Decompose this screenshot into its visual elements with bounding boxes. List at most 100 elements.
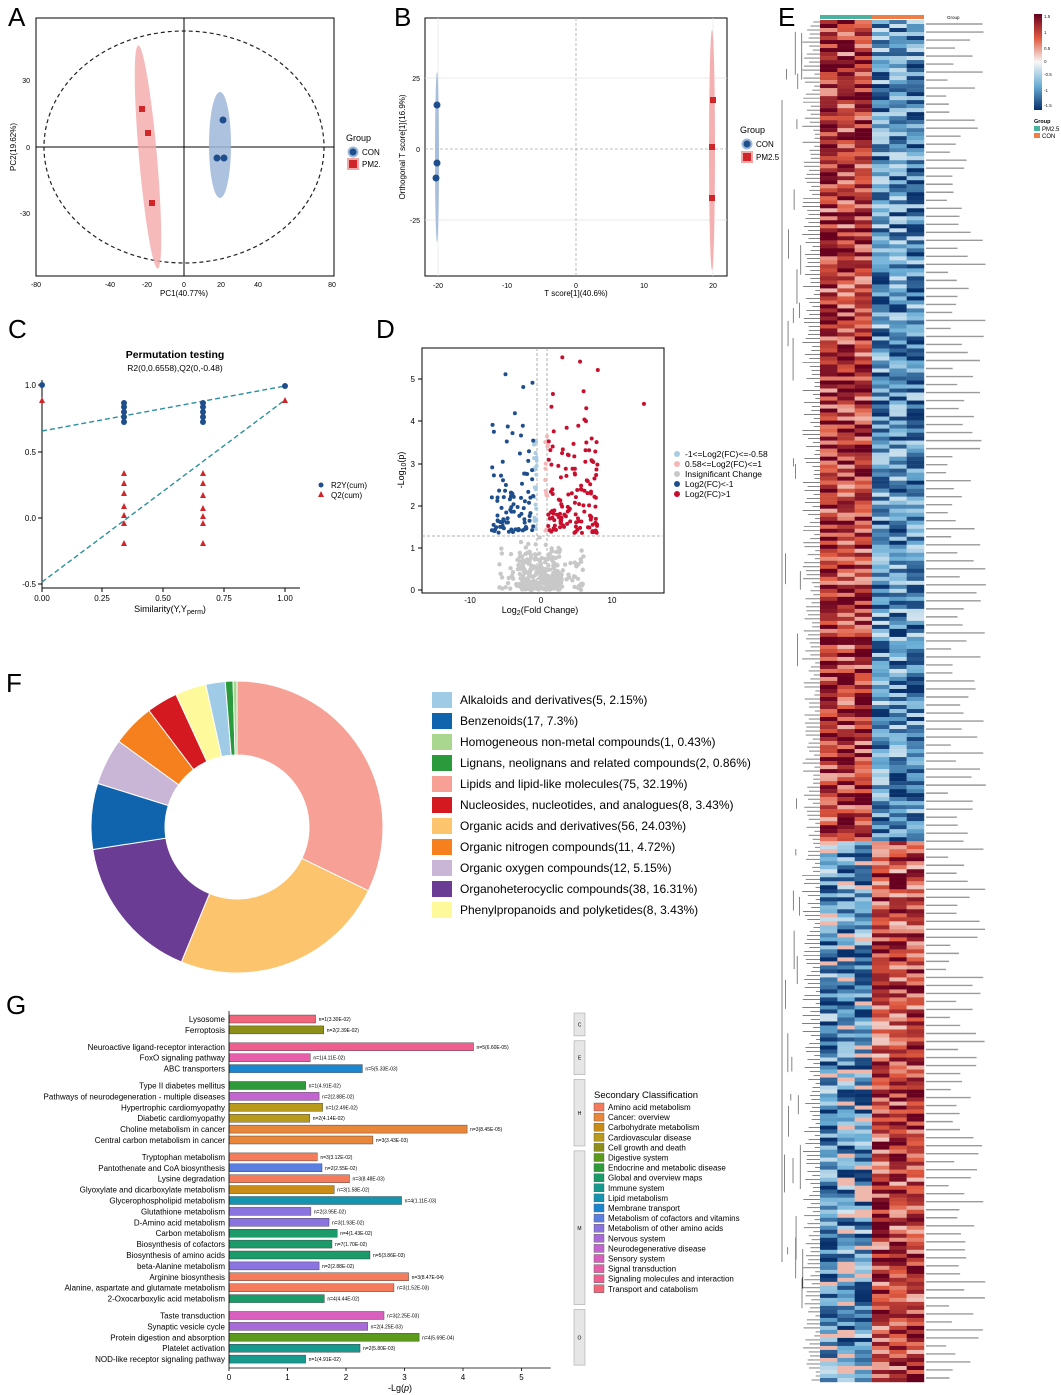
heatmap-cell <box>906 1345 925 1351</box>
heatmap-cell <box>820 412 838 417</box>
heatmap-cell <box>820 92 838 97</box>
heatmap-cell <box>854 64 873 69</box>
heatmap-cell <box>820 1213 838 1218</box>
kegg-bar-label: n=2(2.39E-02) <box>327 1028 359 1034</box>
heatmap-cell <box>872 364 890 369</box>
heatmap-cell <box>820 96 838 101</box>
kegg-bar-label: n=5(5.33E-03) <box>365 1067 397 1073</box>
heatmap-cell <box>854 913 873 918</box>
heatmap-cell <box>854 789 873 794</box>
heatmap-cell <box>854 1257 873 1263</box>
heatmap-cell <box>872 1325 890 1331</box>
heatmap-cell <box>854 1009 873 1014</box>
heatmap-cell <box>820 516 838 521</box>
heatmap-cell <box>889 332 907 337</box>
volcano-point-down <box>503 482 508 487</box>
heatmap-cell <box>854 440 873 445</box>
kegg-section-strip <box>573 1079 586 1147</box>
volcano-point-up <box>552 523 557 528</box>
heatmap-cell <box>906 628 925 634</box>
volcano-point-mild-down <box>533 451 538 456</box>
heatmap-cell <box>837 36 855 41</box>
heatmap-cell <box>906 188 925 193</box>
heatmap-cell <box>889 937 907 942</box>
heatmap-cell <box>906 977 925 982</box>
volcano-point-up <box>589 436 594 441</box>
heatmap-cell <box>906 941 925 946</box>
heatmap-cell <box>889 620 907 626</box>
heatmap-cell <box>872 829 890 834</box>
volcano-point-down <box>530 528 535 533</box>
heatmap-cell <box>854 464 873 469</box>
donut-legend-swatch <box>432 901 452 918</box>
volcano-point-insignificant <box>499 551 505 556</box>
heatmap-cell <box>854 500 873 505</box>
heatmap-cell <box>837 652 855 658</box>
volcano-x-label: Log2(Fold Change) <box>502 605 578 617</box>
heatmap-cell <box>854 1361 873 1367</box>
heatmap-cell <box>872 1321 890 1327</box>
heatmap-cell <box>854 36 873 41</box>
heatmap-cell <box>906 1181 925 1186</box>
heatmap-cell <box>906 544 925 549</box>
heatmap-cell <box>837 1297 855 1303</box>
heatmap-cell <box>872 701 890 706</box>
heatmap-cell <box>854 144 873 149</box>
heatmap-cell <box>906 969 925 974</box>
heatmap-cell <box>820 1353 838 1359</box>
oplsda-point-con <box>433 159 441 167</box>
kegg-bar-label: n=5(6.60E-05) <box>477 1045 509 1051</box>
pca-point-pm25 <box>139 106 145 112</box>
heatmap-cell <box>889 128 907 133</box>
volcano-point-up <box>549 462 554 467</box>
oplsda-y-label: Orthogonal T score[1](16.9%) <box>398 94 407 199</box>
heatmap-cell <box>837 432 855 437</box>
heatmap-cell <box>820 484 838 489</box>
heatmap-cell <box>837 1133 855 1138</box>
heatmap-cell <box>906 1033 925 1038</box>
heatmap-cell <box>889 1349 907 1355</box>
heatmap-cell <box>854 773 873 778</box>
heatmap-cell <box>906 376 925 381</box>
kegg-legend-label: Cancer: overview <box>608 1113 670 1122</box>
heatmap-cell <box>837 676 855 682</box>
heatmap-cell <box>889 1089 907 1094</box>
heatmap-cell <box>872 540 890 545</box>
permutation-x-tick: 0.25 <box>94 594 110 603</box>
pca-legend-con: CON <box>362 148 380 157</box>
heatmap-cell <box>854 244 873 249</box>
heatmap-cell <box>854 376 873 381</box>
heatmap-cell <box>837 1105 855 1110</box>
permutation-x-tick: 0.00 <box>34 594 50 603</box>
heatmap-cell <box>837 336 855 341</box>
heatmap-cell <box>872 1053 890 1058</box>
heatmap-cell <box>854 1177 873 1182</box>
heatmap-cell <box>872 989 890 994</box>
heatmap-cell <box>889 849 907 854</box>
heatmap-cell <box>837 1037 855 1042</box>
heatmap-cell <box>837 1061 855 1066</box>
heatmap-cell <box>837 232 855 237</box>
heatmap-cell <box>889 204 907 209</box>
heatmap-cell <box>837 388 855 393</box>
heatmap-cell <box>889 1117 907 1122</box>
heatmap-cell <box>889 52 907 57</box>
heatmap-cell <box>906 632 925 638</box>
volcano-point-up <box>564 425 569 430</box>
heatmap-cell <box>872 1297 890 1303</box>
heatmap-cell <box>854 508 873 513</box>
heatmap-cell <box>820 909 838 914</box>
heatmap-cell <box>889 857 907 862</box>
heatmap-cell <box>820 1009 838 1014</box>
heatmap-cell <box>837 356 855 361</box>
heatmap-cell <box>854 1349 873 1355</box>
heatmap-cell <box>906 1233 925 1238</box>
heatmap-cell <box>906 1261 925 1267</box>
heatmap-cell <box>906 1333 925 1339</box>
heatmap-cell <box>854 96 873 101</box>
heatmap-cell <box>872 833 890 838</box>
kegg-section-strip <box>573 1012 586 1037</box>
heatmap-cell <box>889 300 907 305</box>
heatmap-cell <box>889 701 907 706</box>
heatmap-cell <box>889 680 907 686</box>
